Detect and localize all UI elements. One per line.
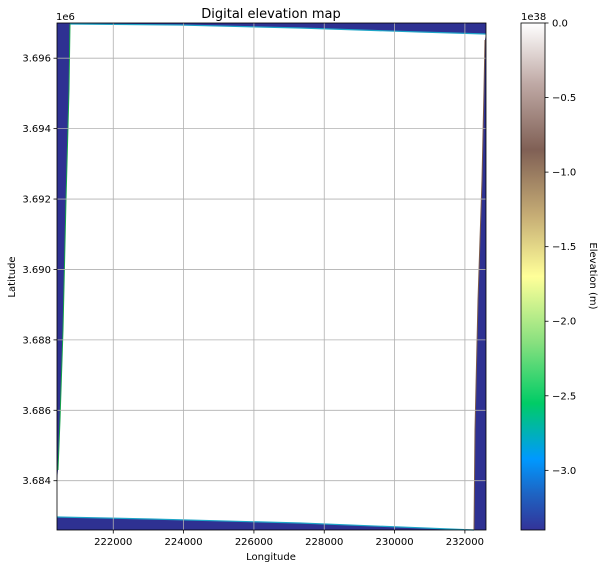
edge-fringe-top: [69, 23, 487, 35]
nodata-bottom-edge: [57, 517, 474, 530]
y-tick-label: 3.692: [22, 195, 51, 206]
x-tick-label: 230000: [375, 537, 413, 548]
colorbar-tick-label: −2.0: [552, 317, 576, 328]
y-axis: 3.684 3.686 3.688 3.690 3.692 3.694 3.696: [22, 54, 57, 487]
y-tick-label: 3.684: [22, 476, 51, 487]
y-tick-label: 3.686: [22, 406, 51, 417]
x-tick-label: 232000: [446, 537, 484, 548]
colorbar-tick-label: −1.0: [552, 168, 576, 179]
x-axis: 222000 224000 226000 228000 230000 232000: [94, 530, 484, 548]
x-tick-label: 222000: [94, 537, 132, 548]
colorbar-ticks: 0.0 −0.5 −1.0 −1.5 −2.0 −2.5 −3.0: [545, 19, 576, 477]
nodata-right-edge: [474, 34, 486, 530]
colorbar-tick-label: −0.5: [552, 93, 576, 104]
edge-fringe-bottom: [56, 516, 475, 531]
y-tick-label: 3.696: [22, 54, 51, 65]
y-axis-label: Latitude: [7, 256, 18, 297]
chart-title: Digital elevation map: [201, 7, 340, 22]
edge-fringe-left: [57, 23, 71, 471]
y-tick-label: 3.694: [22, 124, 51, 135]
y-offset-text: 1e6: [56, 12, 75, 23]
x-axis-label: Longitude: [246, 552, 296, 563]
y-tick-label: 3.690: [22, 265, 51, 276]
colorbar-tick-label: −2.5: [552, 391, 576, 402]
x-tick-label: 224000: [164, 537, 202, 548]
grid: [57, 23, 486, 530]
x-tick-label: 228000: [305, 537, 343, 548]
elevation-raster: [56, 23, 487, 531]
colorbar-tick-label: −3.0: [552, 466, 576, 477]
colorbar-tick-label: 0.0: [552, 19, 568, 30]
edge-fringe-right: [473, 39, 486, 531]
nodata-left-edge: [57, 23, 70, 480]
colorbar-tick-label: −1.5: [552, 242, 576, 253]
colorbar-label: Elevation (m): [587, 242, 598, 309]
colorbar: [520, 22, 546, 531]
x-tick-label: 226000: [235, 537, 273, 548]
axes-frame: [56, 22, 487, 531]
nodata-top-edge: [57, 23, 486, 34]
y-tick-label: 3.688: [22, 335, 51, 346]
colorbar-offset-text: 1e38: [521, 12, 546, 23]
